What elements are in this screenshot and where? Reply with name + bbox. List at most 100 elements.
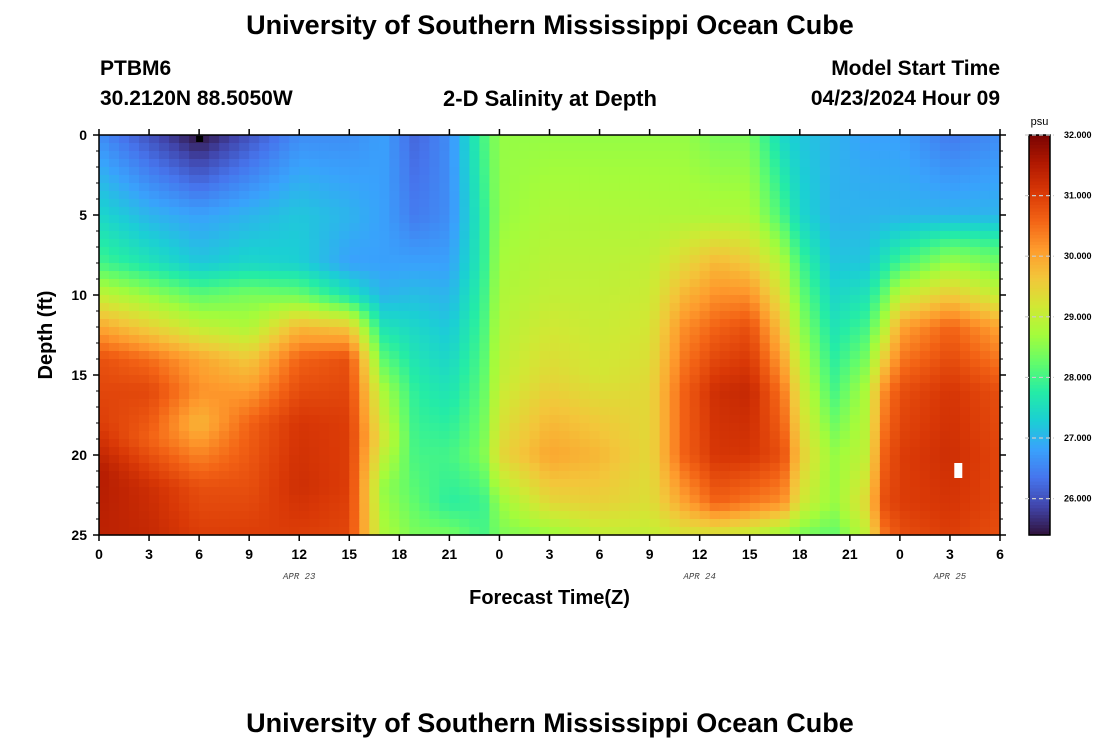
heatmap-cell (659, 167, 671, 176)
heatmap-cell (879, 415, 891, 424)
heatmap-cell (559, 239, 571, 248)
heatmap-cell (359, 143, 370, 152)
heatmap-cell (809, 239, 821, 248)
heatmap-cell (219, 319, 230, 328)
heatmap-cell (979, 175, 991, 184)
heatmap-cell (289, 223, 300, 232)
heatmap-cell (209, 391, 220, 400)
heatmap-cell (799, 375, 811, 384)
heatmap-cell (339, 303, 350, 312)
heatmap-cell (249, 447, 260, 456)
heatmap-cell (539, 367, 551, 376)
heatmap-cell (689, 375, 701, 384)
heatmap-cell (669, 191, 681, 200)
heatmap-cell (389, 503, 400, 512)
heatmap-cell (519, 191, 531, 200)
heatmap-cell (489, 463, 501, 472)
heatmap-cell (749, 167, 761, 176)
heatmap-cell (239, 295, 250, 304)
heatmap-cell (99, 407, 110, 416)
heatmap-cell (209, 351, 220, 360)
heatmap-cell (309, 263, 320, 272)
heatmap-cell (809, 327, 821, 336)
heatmap-cell (859, 191, 871, 200)
heatmap-cell (869, 279, 881, 288)
heatmap-cell (979, 439, 991, 448)
heatmap-cell (549, 175, 561, 184)
heatmap-cell (209, 343, 220, 352)
heatmap-cell (439, 215, 450, 224)
heatmap-cell (939, 503, 951, 512)
heatmap-cell (819, 327, 831, 336)
heatmap-cell (539, 495, 551, 504)
heatmap-cell (119, 487, 130, 496)
heatmap-cell (609, 215, 621, 224)
heatmap-cell (389, 423, 400, 432)
heatmap-cell (829, 303, 841, 312)
heatmap-cell (549, 231, 561, 240)
heatmap-cell (459, 167, 471, 176)
heatmap-cell (709, 511, 721, 520)
heatmap-cell (809, 263, 821, 272)
heatmap-cell (629, 167, 641, 176)
heatmap-cell (609, 487, 621, 496)
heatmap-cell (779, 167, 791, 176)
heatmap-cell (439, 239, 450, 248)
heatmap-cell (629, 447, 641, 456)
heatmap-cell (299, 255, 310, 264)
heatmap-cell (479, 471, 491, 480)
heatmap-cell (409, 423, 420, 432)
heatmap-cell (839, 239, 851, 248)
heatmap-cell (269, 351, 280, 360)
heatmap-cell (569, 503, 581, 512)
heatmap-cell (609, 159, 621, 168)
heatmap-cell (199, 311, 210, 320)
heatmap-cell (229, 175, 240, 184)
heatmap-cell (329, 143, 340, 152)
heatmap-cell (779, 487, 791, 496)
heatmap-cell (129, 375, 140, 384)
heatmap-cell (209, 415, 220, 424)
heatmap-cell (619, 439, 631, 448)
heatmap-cell (569, 431, 581, 440)
heatmap-cell (369, 207, 380, 216)
heatmap-cell (499, 471, 511, 480)
heatmap-cell (829, 447, 841, 456)
heatmap-cell (699, 231, 711, 240)
heatmap-cell (389, 295, 400, 304)
heatmap-cell (849, 471, 861, 480)
heatmap-cell (619, 159, 631, 168)
heatmap-cell (959, 447, 971, 456)
heatmap-cell (439, 167, 450, 176)
heatmap-cell (119, 391, 130, 400)
heatmap-cell (519, 271, 531, 280)
heatmap-cell (249, 231, 260, 240)
heatmap-cell (369, 455, 380, 464)
heatmap-cell (369, 319, 380, 328)
heatmap-cell (389, 367, 400, 376)
heatmap-cell (169, 255, 180, 264)
heatmap-cell (909, 175, 921, 184)
heatmap-cell (729, 215, 741, 224)
heatmap-cell (449, 439, 460, 448)
max-marker (954, 463, 963, 478)
heatmap-cell (479, 407, 491, 416)
heatmap-cell (849, 143, 861, 152)
heatmap-cell (449, 359, 460, 368)
heatmap-cell (899, 487, 911, 496)
heatmap-cell (829, 223, 841, 232)
heatmap-cell (799, 383, 811, 392)
heatmap-cell (889, 183, 901, 192)
heatmap-cell (519, 455, 531, 464)
heatmap-cell (749, 215, 761, 224)
heatmap-cell (729, 319, 741, 328)
heatmap-cell (239, 335, 250, 344)
heatmap-cell (779, 431, 791, 440)
heatmap-cell (429, 343, 440, 352)
heatmap-cell (809, 343, 821, 352)
heatmap-cell (439, 199, 450, 208)
heatmap-cell (769, 415, 781, 424)
heatmap-cell (719, 471, 731, 480)
heatmap-cell (629, 143, 641, 152)
heatmap-cell (709, 487, 721, 496)
